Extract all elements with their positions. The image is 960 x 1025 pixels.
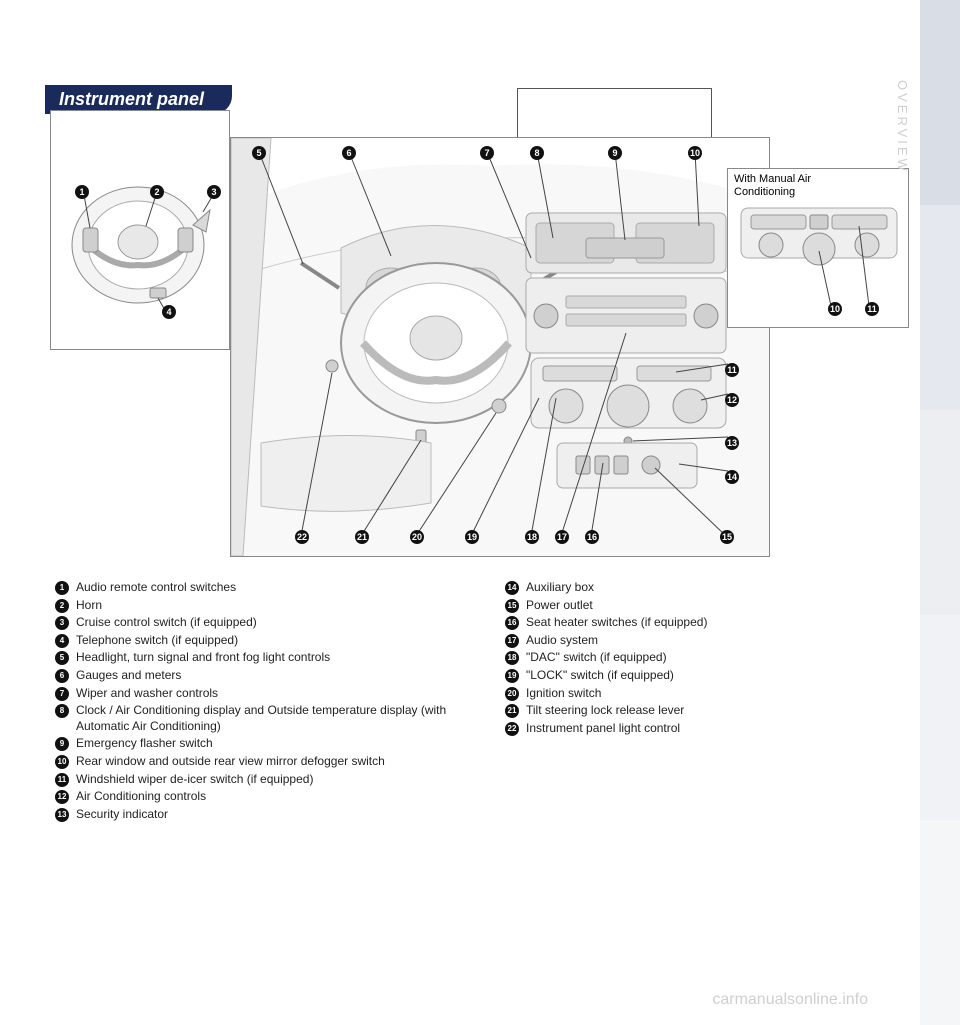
legend-number: 6 <box>55 669 69 683</box>
legend-text: Emergency flasher switch <box>76 736 213 752</box>
legend-item: 22 Instrument panel light control <box>505 721 935 737</box>
legend-item: 20 Ignition switch <box>505 686 935 702</box>
rail-segment <box>920 0 960 205</box>
legend-item: 21 Tilt steering lock release lever <box>505 703 935 719</box>
legend-text: Rear window and outside rear view mirror… <box>76 754 385 770</box>
legend-item: 11 Windshield wiper de-icer switch (if eq… <box>55 772 485 788</box>
legend-item: 13 Security indicator <box>55 807 485 823</box>
legend-item: 3 Cruise control switch (if equipped) <box>55 615 485 631</box>
legend-item: 1 Audio remote control switches <box>55 580 485 596</box>
legend-item: 4 Telephone switch (if equipped) <box>55 633 485 649</box>
legend-text: Instrument panel light control <box>526 721 680 737</box>
legend-item: 12 Air Conditioning controls <box>55 789 485 805</box>
legend-text: Cruise control switch (if equipped) <box>76 615 257 631</box>
rail-segment <box>920 820 960 1025</box>
legend-item: 15 Power outlet <box>505 598 935 614</box>
legend-text: Clock / Air Conditioning display and Out… <box>76 703 485 734</box>
legend-number: 18 <box>505 651 519 665</box>
legend-text: Tilt steering lock release lever <box>526 703 684 719</box>
legend-text: Wiper and washer controls <box>76 686 218 702</box>
center-console-bracket <box>517 88 712 137</box>
legend-item: 10 Rear window and outside rear view mirr… <box>55 754 485 770</box>
legend-left: 1 Audio remote control switches 2 Horn 3 Crui… <box>55 580 485 824</box>
watermark: carmanualsonline.info <box>712 991 868 1009</box>
legend-number: 16 <box>505 616 519 630</box>
legend-item: 7 Wiper and washer controls <box>55 686 485 702</box>
manual-ac-inset: With Manual Air Conditioning <box>727 168 909 328</box>
manual-ac-illustration <box>736 203 902 315</box>
legend-item: 2 Horn <box>55 598 485 614</box>
legend-item: 17 Audio system <box>505 633 935 649</box>
legend-text: "DAC" switch (if equipped) <box>526 650 667 666</box>
legend-text: Air Conditioning controls <box>76 789 206 805</box>
legend-number: 5 <box>55 651 69 665</box>
vertical-section-label: OVERVIEW <box>895 80 910 174</box>
legend-right: 14 Auxiliary box 15 Power outlet 16 Seat heat… <box>505 580 935 738</box>
legend-text: Auxiliary box <box>526 580 594 596</box>
rail-segment <box>920 205 960 410</box>
legend-item: 19 "LOCK" switch (if equipped) <box>505 668 935 684</box>
legend-item: 16 Seat heater switches (if equipped) <box>505 615 935 631</box>
legend-text: Seat heater switches (if equipped) <box>526 615 707 631</box>
legend-number: 22 <box>505 722 519 736</box>
inset-label: With Manual Air Conditioning <box>734 173 811 198</box>
legend-text: Ignition switch <box>526 686 601 702</box>
dashboard-illustration <box>231 138 769 556</box>
legend-text: Power outlet <box>526 598 593 614</box>
legend-text: Headlight, turn signal and front fog lig… <box>76 650 330 666</box>
legend-item: 8 Clock / Air Conditioning display and Ou… <box>55 703 485 734</box>
legend-number: 2 <box>55 599 69 613</box>
legend-number: 12 <box>55 790 69 804</box>
legend-number: 11 <box>55 773 69 787</box>
rail-segment <box>920 615 960 820</box>
legend-text: Windshield wiper de-icer switch (if equi… <box>76 772 313 788</box>
legend-number: 17 <box>505 634 519 648</box>
legend-text: Audio remote control switches <box>76 580 236 596</box>
legend-item: 6 Gauges and meters <box>55 668 485 684</box>
manual-page: Instrument panel Steering wheel controls <box>0 0 920 1025</box>
legend-number: 3 <box>55 616 69 630</box>
legend-text: "LOCK" switch (if equipped) <box>526 668 674 684</box>
legend-number: 8 <box>55 704 69 718</box>
legend-number: 15 <box>505 599 519 613</box>
legend-item: 18 "DAC" switch (if equipped) <box>505 650 935 666</box>
legend-text: Horn <box>76 598 102 614</box>
legend-item: 9 Emergency flasher switch <box>55 736 485 752</box>
legend-number: 7 <box>55 687 69 701</box>
steering-wheel-illustration <box>58 170 218 320</box>
legend-number: 19 <box>505 669 519 683</box>
legend-item: 5 Headlight, turn signal and front fog li… <box>55 650 485 666</box>
right-color-rail <box>920 0 960 1025</box>
legend-number: 1 <box>55 581 69 595</box>
legend-number: 9 <box>55 737 69 751</box>
legend-number: 10 <box>55 755 69 769</box>
legend-number: 21 <box>505 704 519 718</box>
legend-item: 14 Auxiliary box <box>505 580 935 596</box>
legend-number: 13 <box>55 808 69 822</box>
rail-segment <box>920 410 960 615</box>
legend-text: Telephone switch (if equipped) <box>76 633 238 649</box>
legend-number: 4 <box>55 634 69 648</box>
legend-text: Security indicator <box>76 807 168 823</box>
legend-number: 14 <box>505 581 519 595</box>
legend-number: 20 <box>505 687 519 701</box>
legend-text: Audio system <box>526 633 598 649</box>
legend-text: Gauges and meters <box>76 668 181 684</box>
